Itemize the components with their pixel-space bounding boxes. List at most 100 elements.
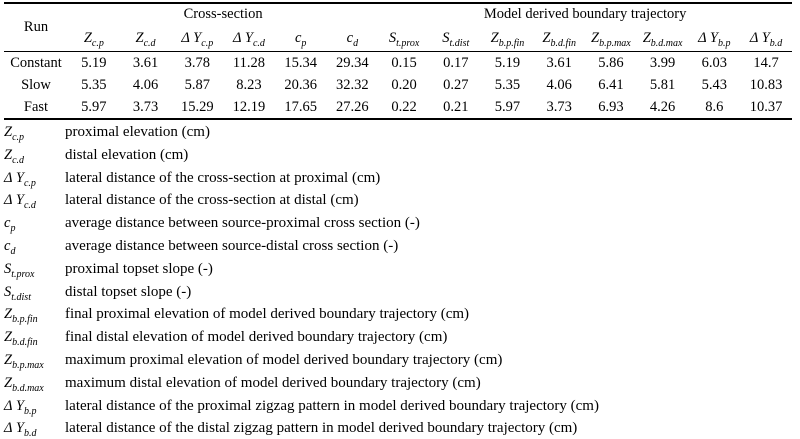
symbol-base: c	[4, 215, 11, 232]
legend-item: Δ Yb.p lateral distance of the proximal z…	[4, 395, 792, 418]
row-label: Slow	[21, 76, 51, 93]
value-cell: 6.03	[701, 54, 727, 71]
symbol-base: Δ Y	[181, 29, 202, 46]
symbol-subscript: b.p	[23, 405, 37, 417]
value-cell: 17.65	[284, 98, 317, 115]
value-cell: 20.36	[284, 76, 317, 93]
value-cell: 4.06	[546, 76, 572, 93]
legend-symbol: Zb.d.max	[4, 372, 65, 395]
symbol-subscript: d	[353, 37, 359, 49]
results-table: Run Cross-section Model derived boundary…	[4, 2, 792, 120]
value-cell: 0.21	[443, 98, 469, 115]
legend-description: final distal elevation of model derived …	[65, 329, 448, 346]
symbol-base: Z	[642, 29, 651, 46]
column-header-symbol: Δ Yc.d	[223, 25, 275, 52]
symbol-subscript: b.p	[718, 37, 731, 49]
legend-symbol: Zb.p.fin	[4, 303, 65, 326]
value-cell: 8.23	[236, 76, 262, 93]
column-header-symbol: Zb.p.max	[585, 25, 637, 52]
column-header-symbol: St.prox	[378, 25, 430, 52]
symbol-subscript: t.dist	[449, 37, 470, 49]
legend-symbol: Δ Yc.p	[4, 167, 65, 190]
legend-symbol: Zb.p.max	[4, 349, 65, 372]
symbol-base: Z	[4, 374, 13, 391]
legend-item: Zc.p proximal elevation (cm)	[4, 121, 792, 144]
legend-symbol: Δ Yc.d	[4, 189, 65, 212]
value-cell: 10.37	[749, 98, 783, 115]
symbol-header-row: Zc.p Zc.d Δ Yc.p Δ Yc.d cp cd St.prox St.dist Zb…	[4, 25, 792, 52]
legend-symbol: St.prox	[4, 258, 65, 281]
symbol-base: Δ Y	[4, 397, 24, 414]
legend-item: Δ Yc.d lateral distance of the cross-sect…	[4, 189, 792, 212]
symbol-base: Z	[83, 29, 92, 46]
legend-description: proximal elevation (cm)	[65, 124, 210, 140]
symbol-subscript: d	[10, 245, 16, 257]
symbol-subscript: c.p	[12, 131, 25, 143]
symbol-base: Δ Y	[698, 29, 718, 46]
value-cell: 0.22	[391, 98, 417, 115]
column-header-symbol: Zb.d.max	[637, 25, 689, 52]
value-cell: 3.78	[184, 54, 210, 71]
value-cell: 11.28	[232, 54, 265, 71]
symbol-base: Z	[4, 329, 13, 346]
symbol-base: Z	[4, 124, 13, 140]
symbol-subscript: c.d	[23, 200, 36, 212]
symbol-subscript: b.p.max	[12, 359, 44, 371]
legend-item: Δ Yc.p lateral distance of the cross-sect…	[4, 167, 792, 190]
symbol-subscript: c.d	[252, 37, 265, 49]
symbol-base: Δ Y	[4, 192, 24, 209]
symbol-base: Z	[542, 29, 551, 46]
value-cell: 5.19	[81, 54, 107, 71]
value-cell: 5.35	[81, 76, 107, 93]
symbol-subscript: c.p	[201, 37, 214, 49]
symbol-subscript: p	[301, 37, 307, 49]
value-cell: 6.41	[598, 76, 624, 93]
symbol-base: Δ Y	[4, 169, 24, 186]
row-label: Fast	[23, 98, 49, 115]
value-cell: 3.99	[649, 54, 676, 71]
value-cell: 5.35	[494, 76, 521, 93]
legend-description: lateral distance of the cross-section at…	[65, 169, 381, 186]
symbol-subscript: b.p.fin	[498, 37, 525, 49]
value-cell: 12.19	[232, 98, 266, 115]
symbol-subscript: b.d.fin	[550, 37, 576, 49]
symbol-base: Z	[591, 29, 600, 46]
symbol-base: S	[4, 283, 12, 300]
legend-symbol: cd	[4, 235, 65, 258]
legend-item: Zb.d.fin final distal elevation of model …	[4, 326, 792, 349]
value-cell: 4.26	[649, 98, 676, 115]
legend-description: distal elevation (cm)	[65, 146, 189, 163]
legend-symbol: St.dist	[4, 281, 65, 304]
table-row: Constant 5.19 3.61 3.78 11.28 15.34 29.34 0.15 0…	[4, 52, 792, 75]
value-cell: 0.17	[443, 54, 469, 71]
column-header-symbol: Zc.d	[120, 25, 172, 52]
legend-symbol: Zc.d	[4, 144, 65, 167]
column-header-symbol: St.dist	[430, 25, 482, 52]
symbol-base: Z	[4, 306, 13, 323]
legend-description: distal topset slope (-)	[65, 283, 192, 300]
value-cell: 3.73	[132, 98, 159, 115]
symbol-base: Z	[490, 29, 499, 46]
value-cell: 5.87	[184, 76, 210, 93]
value-cell: 5.86	[598, 54, 624, 71]
column-header-symbol: cd	[327, 25, 379, 52]
value-cell: 3.61	[546, 54, 572, 71]
table-row: Fast 5.97 3.73 15.29 12.19 17.65 27.26 0.22 0.21…	[4, 96, 792, 119]
column-header-symbol: Δ Yb.p	[688, 25, 740, 52]
table-body: Constant 5.19 3.61 3.78 11.28 15.34 29.34 0.15 0…	[4, 52, 792, 119]
symbol-subscript: b.d.max	[12, 382, 44, 394]
symbol-base: c	[294, 29, 302, 46]
value-cell: 15.34	[284, 54, 317, 71]
symbol-base: S	[442, 29, 450, 46]
legend-description: final proximal elevation of model derive…	[65, 306, 470, 323]
legend-item: cp average distance between source-proxim…	[4, 212, 792, 235]
value-cell: 29.34	[336, 54, 369, 71]
legend-symbol: Zc.p	[4, 121, 65, 144]
value-cell: 5.97	[494, 98, 521, 115]
value-cell: 10.83	[749, 76, 783, 93]
legend-item: cd average distance between source-distal…	[4, 235, 792, 258]
value-cell: 32.32	[336, 76, 369, 93]
legend-item: St.prox proximal topset slope (-)	[4, 258, 792, 281]
column-header-symbol: Δ Yb.d	[740, 25, 792, 52]
